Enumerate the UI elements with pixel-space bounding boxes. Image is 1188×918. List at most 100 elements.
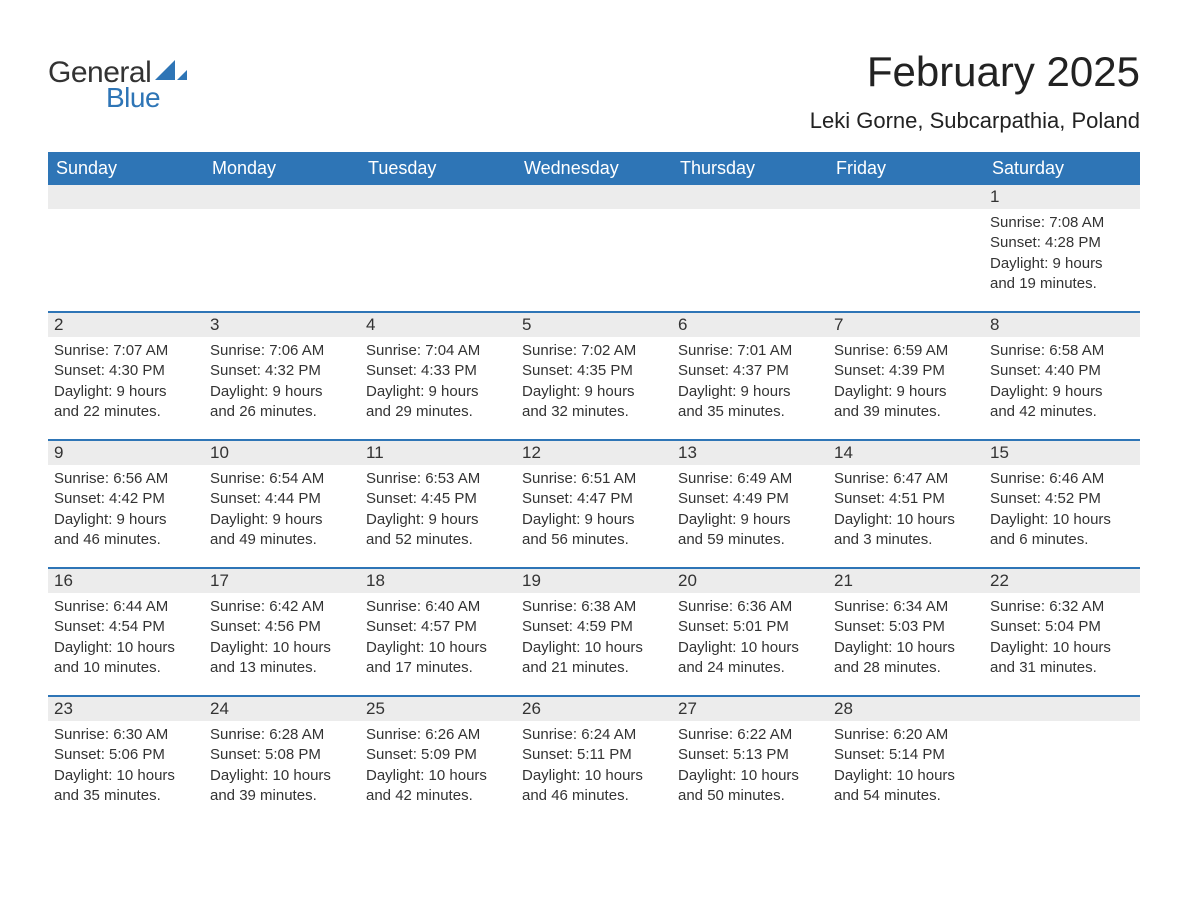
sunrise-text: Sunrise: 7:04 AM bbox=[366, 341, 510, 361]
daylight-text-2: and 10 minutes. bbox=[54, 658, 198, 678]
daylight-text-1: Daylight: 10 hours bbox=[678, 766, 822, 786]
daylight-text-1: Daylight: 10 hours bbox=[990, 510, 1134, 530]
sunrise-text: Sunrise: 6:22 AM bbox=[678, 725, 822, 745]
day-cell: 21Sunrise: 6:34 AMSunset: 5:03 PMDayligh… bbox=[828, 569, 984, 695]
day-cell: 22Sunrise: 6:32 AMSunset: 5:04 PMDayligh… bbox=[984, 569, 1140, 695]
sunrise-text: Sunrise: 6:24 AM bbox=[522, 725, 666, 745]
day-body: Sunrise: 6:24 AMSunset: 5:11 PMDaylight:… bbox=[516, 721, 672, 806]
day-cell: 14Sunrise: 6:47 AMSunset: 4:51 PMDayligh… bbox=[828, 441, 984, 567]
day-body: Sunrise: 7:06 AMSunset: 4:32 PMDaylight:… bbox=[204, 337, 360, 422]
daylight-text-2: and 29 minutes. bbox=[366, 402, 510, 422]
day-cell: 10Sunrise: 6:54 AMSunset: 4:44 PMDayligh… bbox=[204, 441, 360, 567]
day-body: Sunrise: 7:02 AMSunset: 4:35 PMDaylight:… bbox=[516, 337, 672, 422]
day-number: 22 bbox=[984, 569, 1140, 593]
day-cell bbox=[360, 185, 516, 311]
daylight-text-1: Daylight: 9 hours bbox=[366, 510, 510, 530]
day-number: 26 bbox=[516, 697, 672, 721]
sunrise-text: Sunrise: 6:53 AM bbox=[366, 469, 510, 489]
day-body: Sunrise: 6:49 AMSunset: 4:49 PMDaylight:… bbox=[672, 465, 828, 550]
day-number: 13 bbox=[672, 441, 828, 465]
day-number: 25 bbox=[360, 697, 516, 721]
day-body: Sunrise: 6:53 AMSunset: 4:45 PMDaylight:… bbox=[360, 465, 516, 550]
daylight-text-1: Daylight: 9 hours bbox=[990, 382, 1134, 402]
sunset-text: Sunset: 5:09 PM bbox=[366, 745, 510, 765]
day-number: 9 bbox=[48, 441, 204, 465]
daylight-text-2: and 42 minutes. bbox=[990, 402, 1134, 422]
sunset-text: Sunset: 4:56 PM bbox=[210, 617, 354, 637]
day-number bbox=[516, 185, 672, 209]
daylight-text-1: Daylight: 10 hours bbox=[366, 638, 510, 658]
sunrise-text: Sunrise: 7:07 AM bbox=[54, 341, 198, 361]
day-body: Sunrise: 6:54 AMSunset: 4:44 PMDaylight:… bbox=[204, 465, 360, 550]
sunset-text: Sunset: 4:33 PM bbox=[366, 361, 510, 381]
sunrise-text: Sunrise: 6:49 AM bbox=[678, 469, 822, 489]
sunrise-text: Sunrise: 6:56 AM bbox=[54, 469, 198, 489]
day-number bbox=[204, 185, 360, 209]
day-cell: 12Sunrise: 6:51 AMSunset: 4:47 PMDayligh… bbox=[516, 441, 672, 567]
sunset-text: Sunset: 4:28 PM bbox=[990, 233, 1134, 253]
sunrise-text: Sunrise: 6:46 AM bbox=[990, 469, 1134, 489]
sunset-text: Sunset: 5:01 PM bbox=[678, 617, 822, 637]
sunrise-text: Sunrise: 7:01 AM bbox=[678, 341, 822, 361]
daylight-text-1: Daylight: 9 hours bbox=[366, 382, 510, 402]
daylight-text-2: and 54 minutes. bbox=[834, 786, 978, 806]
sunrise-text: Sunrise: 6:26 AM bbox=[366, 725, 510, 745]
title-block: February 2025 Leki Gorne, Subcarpathia, … bbox=[810, 48, 1140, 134]
day-body: Sunrise: 6:51 AMSunset: 4:47 PMDaylight:… bbox=[516, 465, 672, 550]
daylight-text-1: Daylight: 10 hours bbox=[522, 766, 666, 786]
sunrise-text: Sunrise: 6:30 AM bbox=[54, 725, 198, 745]
day-number: 5 bbox=[516, 313, 672, 337]
day-cell bbox=[204, 185, 360, 311]
daylight-text-2: and 35 minutes. bbox=[54, 786, 198, 806]
daylight-text-1: Daylight: 9 hours bbox=[54, 510, 198, 530]
day-number: 11 bbox=[360, 441, 516, 465]
sunset-text: Sunset: 4:37 PM bbox=[678, 361, 822, 381]
day-number: 24 bbox=[204, 697, 360, 721]
sunrise-text: Sunrise: 6:44 AM bbox=[54, 597, 198, 617]
week-row: 23Sunrise: 6:30 AMSunset: 5:06 PMDayligh… bbox=[48, 695, 1140, 823]
day-number bbox=[360, 185, 516, 209]
day-number bbox=[828, 185, 984, 209]
daylight-text-2: and 22 minutes. bbox=[54, 402, 198, 422]
daylight-text-1: Daylight: 10 hours bbox=[678, 638, 822, 658]
day-cell: 17Sunrise: 6:42 AMSunset: 4:56 PMDayligh… bbox=[204, 569, 360, 695]
daylight-text-1: Daylight: 9 hours bbox=[834, 382, 978, 402]
day-body: Sunrise: 6:20 AMSunset: 5:14 PMDaylight:… bbox=[828, 721, 984, 806]
sunset-text: Sunset: 4:57 PM bbox=[366, 617, 510, 637]
sunset-text: Sunset: 4:40 PM bbox=[990, 361, 1134, 381]
daylight-text-2: and 59 minutes. bbox=[678, 530, 822, 550]
daylight-text-2: and 35 minutes. bbox=[678, 402, 822, 422]
day-number: 15 bbox=[984, 441, 1140, 465]
daylight-text-2: and 28 minutes. bbox=[834, 658, 978, 678]
day-body: Sunrise: 6:59 AMSunset: 4:39 PMDaylight:… bbox=[828, 337, 984, 422]
sunrise-text: Sunrise: 6:42 AM bbox=[210, 597, 354, 617]
sunset-text: Sunset: 4:49 PM bbox=[678, 489, 822, 509]
location: Leki Gorne, Subcarpathia, Poland bbox=[810, 108, 1140, 134]
sunrise-text: Sunrise: 6:47 AM bbox=[834, 469, 978, 489]
daylight-text-2: and 46 minutes. bbox=[522, 786, 666, 806]
daylight-text-2: and 52 minutes. bbox=[366, 530, 510, 550]
daylight-text-1: Daylight: 9 hours bbox=[522, 382, 666, 402]
sunset-text: Sunset: 4:45 PM bbox=[366, 489, 510, 509]
daylight-text-2: and 42 minutes. bbox=[366, 786, 510, 806]
sunset-text: Sunset: 5:13 PM bbox=[678, 745, 822, 765]
day-number: 4 bbox=[360, 313, 516, 337]
daylight-text-1: Daylight: 10 hours bbox=[54, 638, 198, 658]
daylight-text-2: and 49 minutes. bbox=[210, 530, 354, 550]
day-cell: 2Sunrise: 7:07 AMSunset: 4:30 PMDaylight… bbox=[48, 313, 204, 439]
sunset-text: Sunset: 4:51 PM bbox=[834, 489, 978, 509]
day-number: 19 bbox=[516, 569, 672, 593]
day-body: Sunrise: 6:36 AMSunset: 5:01 PMDaylight:… bbox=[672, 593, 828, 678]
logo-text-blue: Blue bbox=[106, 82, 189, 114]
daylight-text-2: and 56 minutes. bbox=[522, 530, 666, 550]
day-body: Sunrise: 6:46 AMSunset: 4:52 PMDaylight:… bbox=[984, 465, 1140, 550]
day-cell: 6Sunrise: 7:01 AMSunset: 4:37 PMDaylight… bbox=[672, 313, 828, 439]
day-number: 21 bbox=[828, 569, 984, 593]
sunrise-text: Sunrise: 6:54 AM bbox=[210, 469, 354, 489]
day-cell bbox=[828, 185, 984, 311]
day-body: Sunrise: 6:40 AMSunset: 4:57 PMDaylight:… bbox=[360, 593, 516, 678]
day-of-week-header: SundayMondayTuesdayWednesdayThursdayFrid… bbox=[48, 152, 1140, 185]
weeks-container: 1Sunrise: 7:08 AMSunset: 4:28 PMDaylight… bbox=[48, 185, 1140, 823]
sunset-text: Sunset: 5:08 PM bbox=[210, 745, 354, 765]
day-cell bbox=[48, 185, 204, 311]
